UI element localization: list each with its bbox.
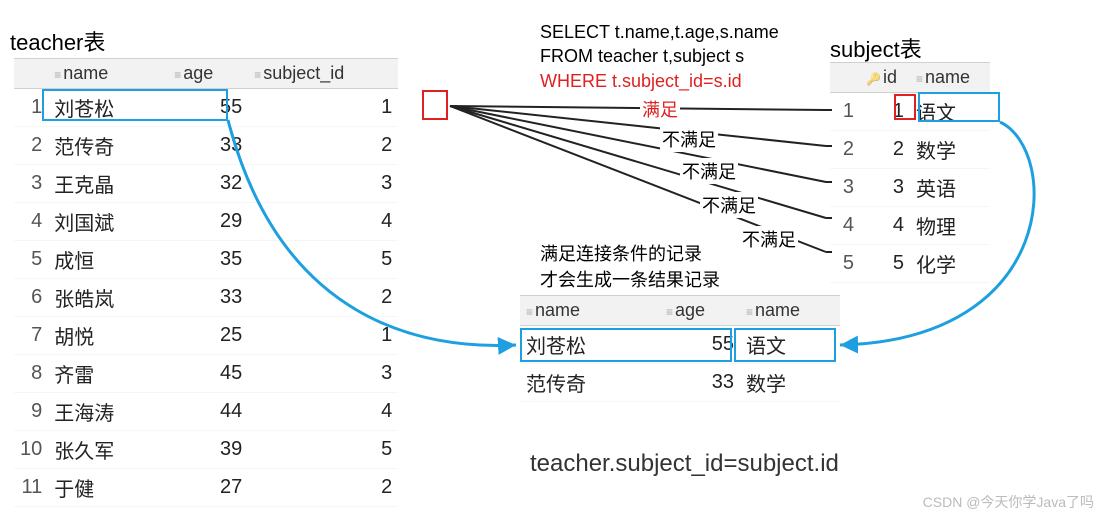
subject-col-name: name: [910, 63, 990, 93]
table-row: 8齐雷453: [14, 355, 398, 393]
table-row: 44物理: [830, 207, 990, 245]
blue-box-result-right: [734, 328, 836, 362]
conn-label-3: 不满足: [680, 158, 738, 184]
table-row: 55化学: [830, 245, 990, 283]
red-box-subject-id: [894, 94, 916, 120]
blue-box-result-left: [520, 328, 732, 362]
teacher-col-sid: subject_id: [248, 59, 398, 89]
conn-label-2: 不满足: [660, 126, 718, 152]
conn-label-5: 不满足: [740, 226, 798, 252]
table-row: 10张久军395: [14, 431, 398, 469]
teacher-title: teacher表: [10, 25, 105, 57]
teacher-col-name: name: [48, 59, 168, 89]
sql-query: SELECT t.name,t.age,s.name FROM teacher …: [540, 20, 779, 93]
join-condition: teacher.subject_id=subject.id: [530, 450, 839, 478]
table-row: 6张皓岚332: [14, 279, 398, 317]
subject-col-id: id: [860, 63, 910, 93]
sql-line2: FROM teacher t,subject s: [540, 44, 779, 68]
note-line2: 才会生成一条结果记录: [540, 266, 720, 292]
red-box-teacher-sid: [422, 90, 448, 120]
teacher-col-age: age: [168, 59, 248, 89]
table-row: 范传奇33数学: [520, 364, 840, 402]
table-row: 11于健272: [14, 469, 398, 507]
table-row: 22数学: [830, 131, 990, 169]
result-col-name: name: [520, 296, 660, 326]
result-col-sname: name: [740, 296, 840, 326]
conn-label-4: 不满足: [700, 192, 758, 218]
teacher-table: name age subject_id 1刘苍松5512范传奇3323王克晶32…: [14, 58, 398, 507]
subject-title: subject表: [830, 32, 922, 64]
table-row: 33英语: [830, 169, 990, 207]
note-line1: 满足连接条件的记录: [540, 240, 702, 266]
table-row: 4刘国斌294: [14, 203, 398, 241]
blue-box-subject-name: [918, 92, 1000, 122]
watermark: CSDN @今天你学Java了吗: [923, 492, 1094, 512]
blue-box-teacher-row: [42, 89, 228, 121]
table-row: 9王海涛444: [14, 393, 398, 431]
table-row: 7胡悦251: [14, 317, 398, 355]
sql-line1: SELECT t.name,t.age,s.name: [540, 20, 779, 44]
table-row: 3王克晶323: [14, 165, 398, 203]
table-row: 2范传奇332: [14, 127, 398, 165]
conn-label-1: 满足: [640, 96, 680, 122]
sql-line3: WHERE t.subject_id=s.id: [540, 69, 779, 93]
result-col-age: age: [660, 296, 740, 326]
table-row: 5成恒355: [14, 241, 398, 279]
